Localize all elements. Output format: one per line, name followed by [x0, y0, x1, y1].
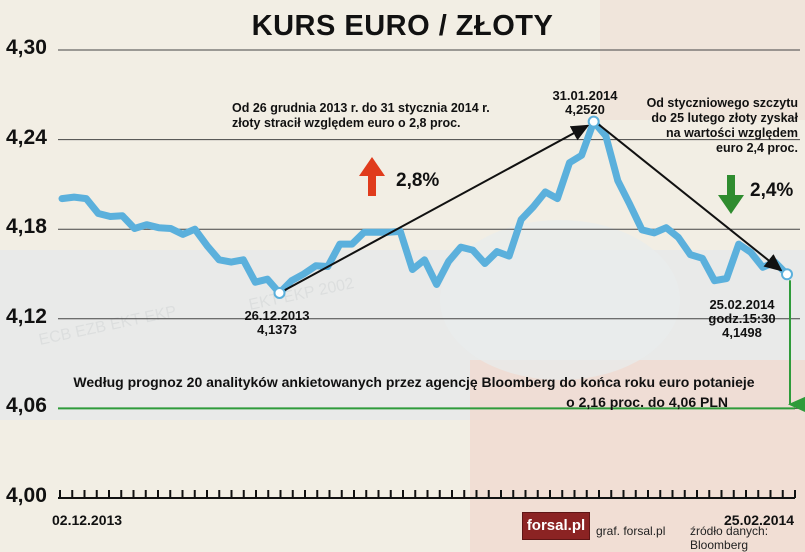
forecast-note-line: o 2,16 proc. do 4,06 PLN	[566, 394, 728, 410]
trend-arrow-down	[597, 122, 783, 272]
fall-note-line: na wartości względem	[666, 126, 798, 140]
forecast-note-line: Według prognoz 20 analityków ankietowany…	[73, 374, 755, 390]
fall-note-line: Od styczniowego szczytu	[646, 96, 798, 110]
y-tick-label: 4,06	[6, 394, 47, 418]
chart-title: KURS EURO / ZŁOTY	[251, 10, 554, 42]
x-axis-ticks	[59, 490, 796, 498]
fall-percent: 2,4%	[750, 180, 794, 201]
rise-note-line: złoty stracił względem euro o 2,8 proc.	[232, 116, 461, 130]
y-tick-label: 4,30	[6, 36, 47, 59]
fall-note: Od styczniowego szczytu do 25 lutego zło…	[640, 96, 798, 156]
green-down-arrow-icon	[718, 175, 744, 214]
low-point-value: 4,1373	[257, 322, 297, 337]
trend-arrow-up	[279, 124, 590, 294]
low-point-label: 26.12.2013 4,1373	[232, 309, 322, 337]
high-point-marker	[587, 115, 600, 128]
high-point-date: 31.01.2014	[552, 88, 618, 103]
y-tick-label: 4,18	[6, 215, 47, 239]
last-point-label: 25.02.2014 godz.15:30 4,1498	[700, 298, 784, 340]
forecast-note: Według prognoz 20 analityków ankietowany…	[60, 372, 768, 412]
y-tick-label: 4,12	[6, 304, 47, 328]
red-up-arrow-icon	[359, 157, 385, 196]
high-point-value: 4,2520	[565, 102, 605, 117]
data-source: źródło danych: Bloomberg	[690, 524, 769, 552]
low-point-marker	[273, 286, 286, 299]
last-point-date: 25.02.2014	[709, 297, 775, 312]
last-point-marker	[781, 268, 793, 281]
y-tick-label: 4,24	[6, 125, 47, 149]
rise-note: Od 26 grudnia 2013 r. do 31 stycznia 201…	[232, 101, 490, 131]
graph-credit: graf. forsal.pl	[596, 524, 666, 538]
last-point-time: godz.15:30	[708, 311, 776, 326]
x-start-label: 02.12.2013	[52, 512, 123, 528]
rise-percent: 2,8%	[396, 170, 440, 191]
fall-note-line: euro 2,4 proc.	[716, 141, 798, 155]
low-point-date: 26.12.2013	[244, 308, 310, 323]
forsal-logo[interactable]: forsal.pl	[522, 512, 590, 540]
x-end-label: 25.02.2014	[724, 512, 795, 528]
rise-note-line: Od 26 grudnia 2013 r. do 31 stycznia 201…	[232, 101, 490, 115]
high-point-label: 31.01.2014 4,2520	[540, 89, 630, 117]
last-point-value: 4,1498	[722, 325, 762, 340]
y-tick-label: 4,00	[6, 484, 47, 507]
fall-note-line: do 25 lutego złoty zyskał	[651, 111, 798, 125]
series-line	[58, 118, 791, 297]
